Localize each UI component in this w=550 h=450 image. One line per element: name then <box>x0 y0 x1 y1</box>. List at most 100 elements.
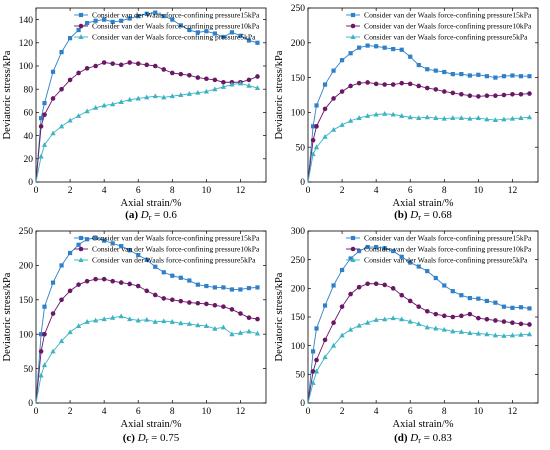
data-point <box>493 75 498 80</box>
data-point <box>416 62 421 68</box>
data-point <box>101 276 107 282</box>
series-line <box>35 62 258 183</box>
data-point <box>237 80 244 86</box>
data-point <box>135 61 141 66</box>
data-point <box>382 82 387 87</box>
data-point <box>357 248 362 254</box>
data-point <box>212 31 217 36</box>
data-point <box>76 27 81 33</box>
data-point <box>136 252 141 258</box>
data-point <box>339 267 345 273</box>
data-point <box>459 72 464 77</box>
data-point <box>382 110 388 116</box>
data-point <box>510 320 515 326</box>
data-point <box>382 246 387 251</box>
data-point <box>314 124 319 129</box>
data-point <box>501 333 507 338</box>
data-point <box>527 306 532 311</box>
data-point <box>382 282 387 288</box>
data-point <box>229 307 235 312</box>
data-point <box>407 298 413 304</box>
data-point <box>135 283 141 289</box>
data-point <box>93 18 98 23</box>
data-point <box>331 283 336 288</box>
data-point <box>510 73 515 78</box>
data-point <box>310 369 316 374</box>
data-point <box>127 316 133 322</box>
data-point <box>110 19 115 25</box>
data-point <box>110 61 115 66</box>
y-tick-label: 100 <box>19 62 34 72</box>
data-point <box>246 77 252 83</box>
data-point <box>331 68 336 73</box>
y-tick-label: 40 <box>24 132 34 142</box>
caption-variable: D <box>409 209 418 221</box>
data-point <box>441 313 447 319</box>
data-point <box>67 77 73 83</box>
series-circle <box>307 281 532 404</box>
series-line <box>35 237 258 404</box>
data-point <box>42 101 47 106</box>
series-square <box>307 244 532 404</box>
data-point <box>441 89 447 94</box>
data-point <box>442 283 447 288</box>
data-point <box>424 114 430 120</box>
data-point <box>84 108 90 114</box>
data-point <box>476 94 481 99</box>
data-point <box>127 248 132 253</box>
data-point <box>365 319 371 325</box>
data-point <box>170 17 175 22</box>
x-tick-label: 2 <box>340 186 345 196</box>
data-point <box>58 123 65 129</box>
data-point <box>442 69 447 75</box>
caption-value: = 0.83 <box>421 432 452 444</box>
data-point <box>58 338 65 344</box>
y-tick-label: 300 <box>291 227 306 237</box>
series-square <box>307 43 532 183</box>
data-point <box>187 278 192 283</box>
data-point <box>161 94 167 100</box>
data-point <box>322 106 328 112</box>
data-point <box>93 104 99 110</box>
panel-caption: (a) Dr = 0.6 <box>125 209 177 222</box>
data-point <box>204 301 209 307</box>
data-point <box>144 316 150 322</box>
data-point <box>229 287 235 292</box>
data-point <box>450 115 456 120</box>
x-tick-label: 4 <box>374 186 379 196</box>
data-point <box>357 45 362 50</box>
y-tick-label: 20 <box>24 155 34 165</box>
x-tick-label: 6 <box>408 407 413 417</box>
data-point <box>365 244 370 250</box>
y-tick-label: 80 <box>24 85 34 95</box>
data-point <box>518 92 524 97</box>
x-tick-label: 0 <box>306 407 311 417</box>
data-point <box>255 74 260 79</box>
data-point <box>229 30 235 35</box>
series-line <box>307 82 530 183</box>
data-point <box>356 322 362 328</box>
data-point <box>93 63 98 69</box>
legend: Consider van der Waals force-confining p… <box>74 11 260 42</box>
data-point <box>374 44 379 49</box>
data-point <box>110 241 115 246</box>
chart-panel-2: 0 2 4 6 8 10 12 0 50 100 150 200 250 Axial strain/% De… <box>274 4 539 222</box>
data-point <box>433 275 438 281</box>
series-line <box>35 315 258 404</box>
data-point <box>365 80 370 85</box>
data-point <box>416 115 422 120</box>
x-tick-label: 10 <box>474 407 484 417</box>
plot-frame <box>35 7 267 183</box>
data-point <box>195 282 200 287</box>
data-point <box>229 331 235 337</box>
legend-marker <box>350 12 356 18</box>
data-point <box>510 305 515 310</box>
data-point <box>76 70 81 76</box>
caption-variable: D <box>137 432 146 444</box>
data-point <box>330 342 337 348</box>
y-tick-label: 200 <box>291 39 306 49</box>
data-point <box>85 237 90 242</box>
caption-subscript: r <box>418 436 421 445</box>
data-point <box>493 93 498 98</box>
